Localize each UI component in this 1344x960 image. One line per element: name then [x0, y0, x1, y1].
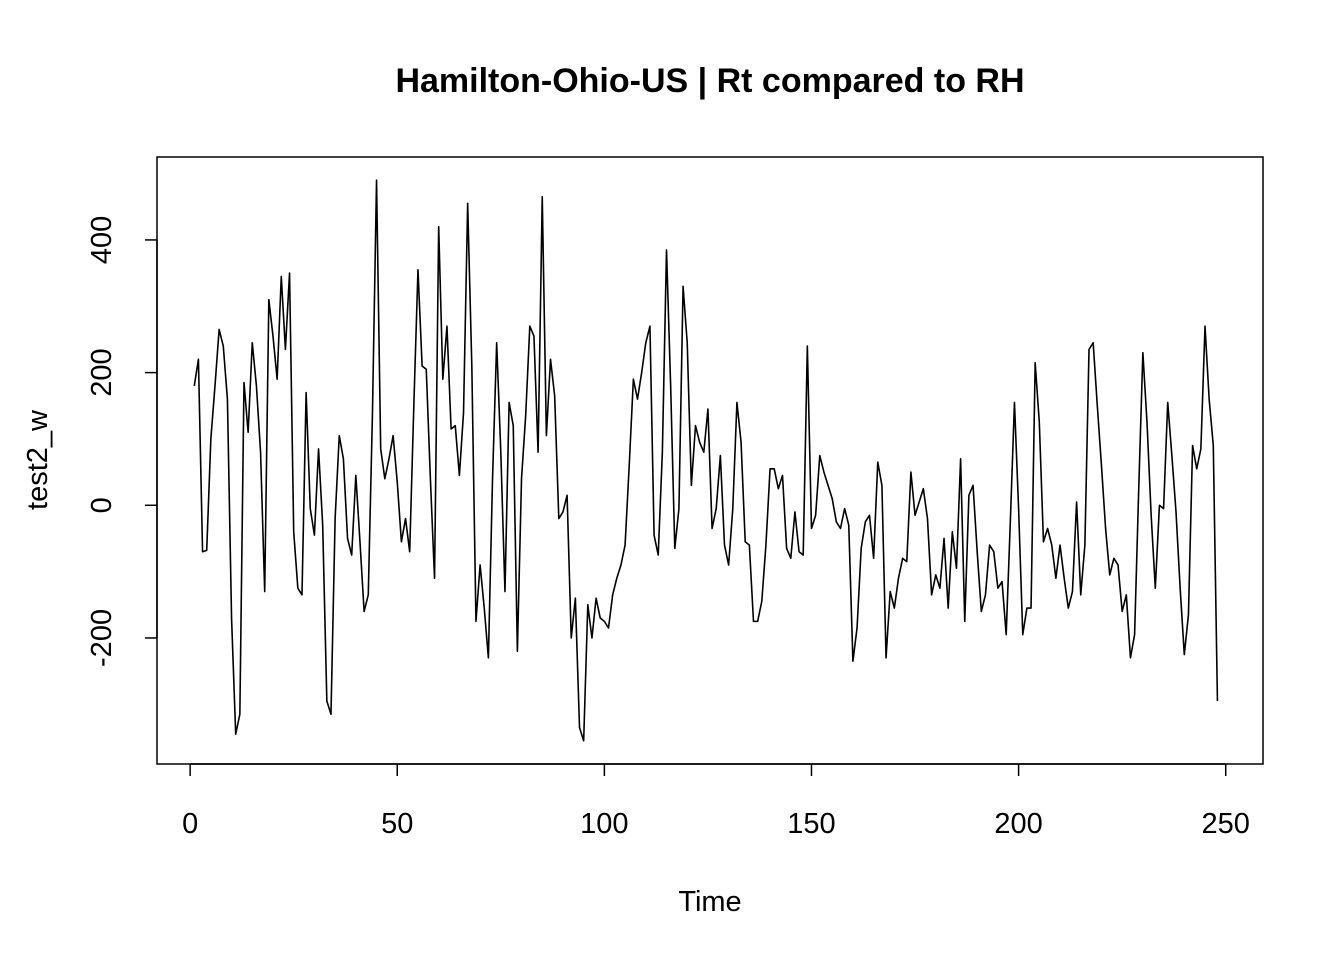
chart-title: Hamilton-Ohio-US | Rt compared to RH: [395, 62, 1024, 100]
x-tick-label: 100: [580, 808, 628, 840]
x-tick-label: 250: [1202, 808, 1250, 840]
x-tick-label: 200: [994, 808, 1042, 840]
y-axis-title: test2_w: [22, 409, 54, 510]
y-tick-label: 200: [86, 348, 118, 396]
x-tick-label: 0: [182, 808, 198, 840]
x-axis-title: Time: [678, 886, 741, 918]
y-tick-label: -200: [86, 609, 118, 667]
y-tick-label: 400: [86, 216, 118, 264]
series-line: [193, 179, 1219, 742]
x-tick-label: 50: [381, 808, 413, 840]
x-axis: 0 50 100 150 200 250: [182, 763, 1250, 840]
x-tick-label: 150: [787, 808, 835, 840]
y-tick-label: 0: [86, 497, 118, 513]
y-axis: -200 0 200 400: [86, 216, 158, 667]
series-layer: [193, 179, 1219, 742]
